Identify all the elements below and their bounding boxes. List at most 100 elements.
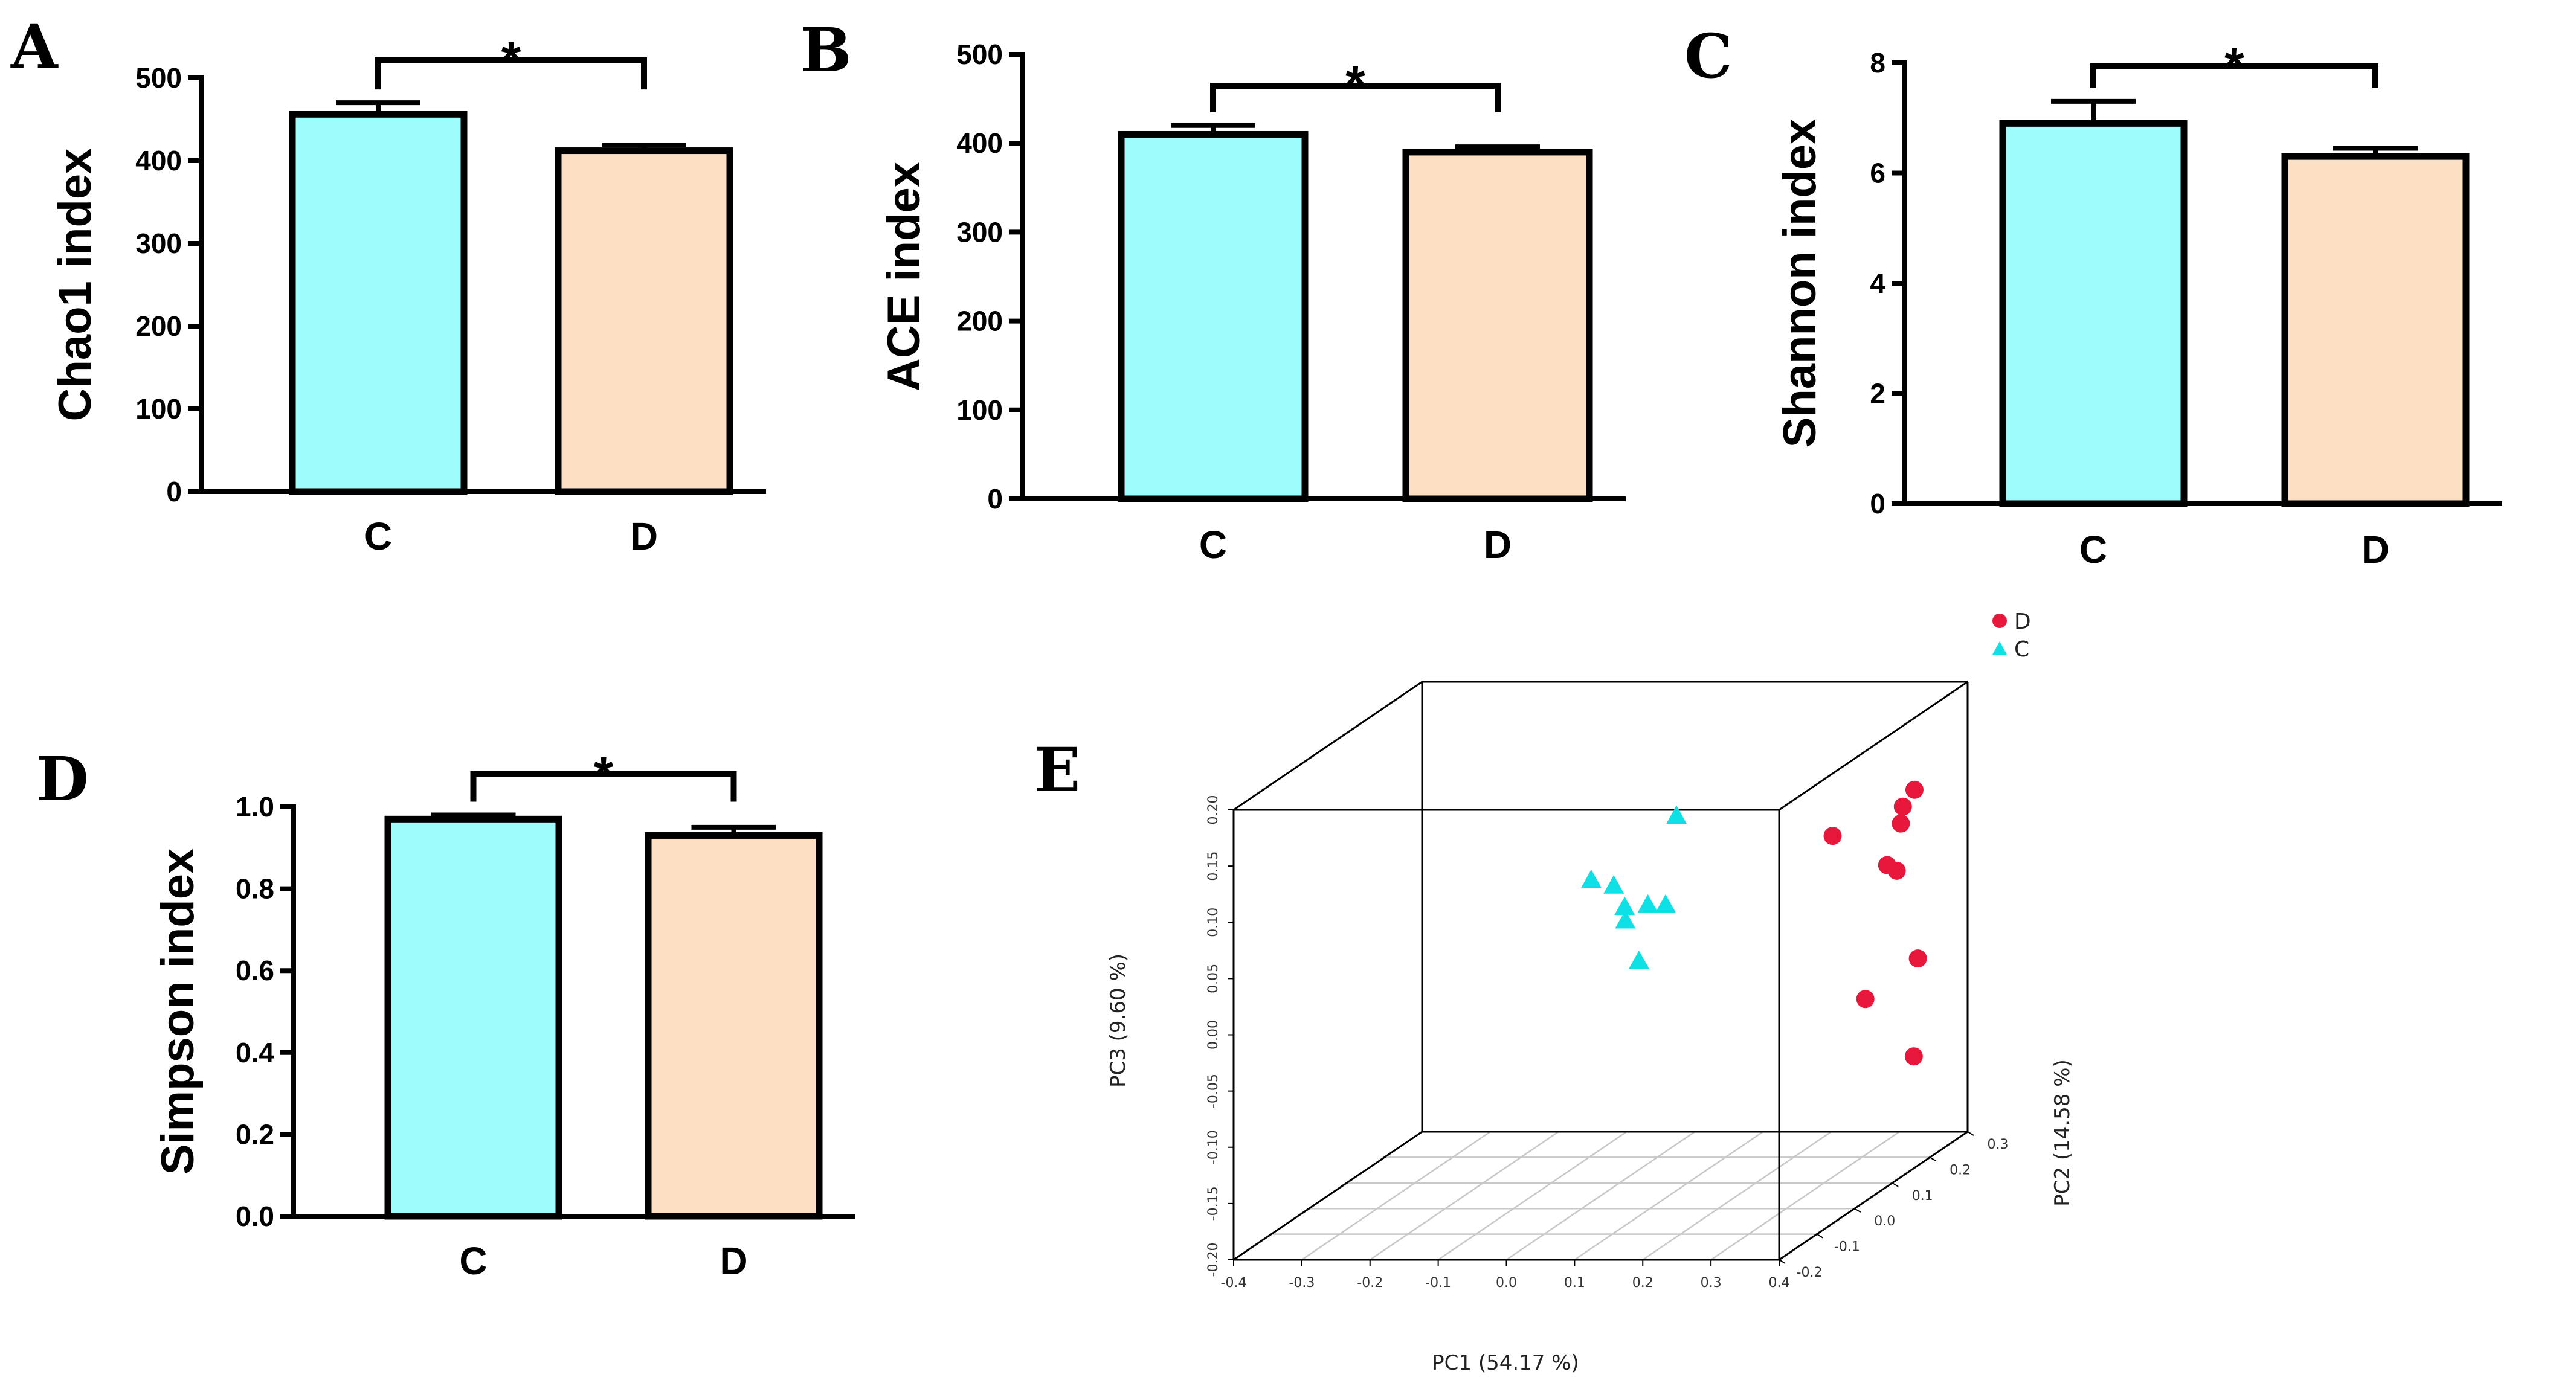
z-tick-label: -0.10	[1206, 1130, 1221, 1164]
significance-star: *	[2224, 37, 2244, 94]
y-tick-label: 0.2	[1950, 1163, 1971, 1178]
bar-c	[1999, 120, 2188, 507]
y-tick	[1930, 1156, 1937, 1162]
y-tick-label: 0.3	[1988, 1137, 2009, 1152]
y-tick	[1779, 1259, 1786, 1264]
y-axis-title: PC2 (14.58 %)	[2050, 1059, 2075, 1207]
z-tick-label: 0.05	[1206, 964, 1221, 993]
y-tick-label: 0.2	[236, 1118, 274, 1150]
x-tick-label: 0.3	[1701, 1275, 1722, 1291]
y-tick-label: 200	[956, 306, 1003, 337]
y-tick-label: 200	[135, 310, 182, 342]
bounding-box-edge	[1233, 681, 1423, 811]
z-tick-label: -0.15	[1206, 1186, 1221, 1221]
panel-letter-b: B	[800, 14, 852, 86]
significance-bracket	[375, 57, 647, 90]
z-axis-title: PC3 (9.60 %)	[1106, 954, 1130, 1088]
y-tick-label: 400	[135, 145, 182, 176]
x-category-label: C	[459, 1239, 487, 1283]
point-c	[1628, 950, 1649, 969]
point-d	[1887, 861, 1906, 880]
y-tick-label: 0.8	[236, 873, 274, 905]
point-d	[1823, 827, 1842, 845]
y-tick	[1816, 1233, 1823, 1239]
bounding-box-edge	[1233, 1131, 1423, 1261]
floor-grid-line	[1642, 1131, 1832, 1261]
x-tick-label: -0.4	[1221, 1275, 1247, 1291]
point-d	[1905, 780, 1924, 799]
x-axis-title: PC1 (54.17 %)	[1432, 1351, 1579, 1375]
x-category-label: C	[364, 515, 392, 558]
y-axis-title: Shannon index	[1774, 119, 1826, 448]
panel-letter-e: E	[1034, 734, 1080, 806]
significance-bracket	[2090, 63, 2378, 88]
significance-star: *	[501, 31, 521, 88]
point-d	[1908, 949, 1927, 968]
y-tick-label: 0	[166, 476, 182, 507]
y-tick-label: 0	[1870, 488, 1885, 519]
y-tick	[1967, 1131, 1974, 1136]
x-category-label: C	[1199, 523, 1227, 566]
z-tick-label: -0.20	[1206, 1243, 1221, 1277]
y-tick-label: 100	[956, 394, 1003, 426]
panel-letter-d: D	[36, 743, 89, 815]
ace-bar-chart: 0 100 200 300 400 500 ACE index C D *	[878, 39, 1626, 566]
bar-d	[645, 832, 823, 1220]
bar-c	[1118, 130, 1309, 502]
y-tick-label: 500	[135, 62, 182, 94]
floor-grid-line	[1710, 1131, 1900, 1261]
y-tick-label: 4	[1870, 268, 1885, 299]
y-axis-title: Simpson index	[152, 848, 204, 1175]
point-c	[1655, 894, 1676, 913]
z-tick-label: -0.05	[1206, 1074, 1221, 1108]
bar-d	[1402, 149, 1593, 502]
shannon-bar-chart: 0 2 4 6 8 Shannon index C D *	[1774, 37, 2502, 571]
x-tick-label: 0.2	[1632, 1275, 1653, 1291]
y-tick-label: -0.1	[1834, 1240, 1860, 1255]
z-tick-label: 0.15	[1206, 852, 1221, 881]
x-category-label: D	[1484, 523, 1512, 566]
panel-letter-c: C	[1684, 21, 1733, 92]
y-tick-label: 0.6	[236, 955, 274, 986]
x-category-label: D	[630, 515, 658, 558]
panel-letter-a: A	[10, 11, 59, 82]
y-tick-label: 1.0	[236, 791, 274, 823]
point-c	[1603, 875, 1624, 894]
y-tick-label: 6	[1870, 158, 1885, 189]
x-tick-label: 0.4	[1769, 1275, 1790, 1291]
x-category-label: C	[2079, 528, 2107, 571]
z-tick-label: 0.10	[1206, 908, 1221, 937]
significance-star: *	[1345, 56, 1365, 112]
z-tick-label: 0.20	[1206, 795, 1221, 825]
y-tick-label: 300	[956, 216, 1003, 248]
x-category-label: D	[720, 1239, 747, 1283]
point-d	[1856, 990, 1875, 1009]
y-tick-label: 0.0	[236, 1201, 274, 1232]
point-d	[1904, 1047, 1923, 1066]
y-tick-label: 0.1	[1912, 1189, 1933, 1204]
bar-d	[555, 147, 733, 495]
y-tick-label: 8	[1870, 47, 1885, 79]
significance-star: *	[594, 746, 614, 803]
y-tick-label: -0.2	[1797, 1265, 1823, 1280]
bar-c	[289, 111, 468, 495]
pcoa-3d-scatter-chart: -0.4 -0.3 -0.2 -0.1 0.0 0.1 0.2 0.3 0.4 -0.20 -0.1…	[1106, 609, 2075, 1375]
y-tick-label: 100	[135, 393, 182, 425]
y-tick	[1854, 1208, 1861, 1213]
x-tick-label: 0.0	[1496, 1275, 1517, 1291]
point-c	[1666, 805, 1687, 824]
x-tick-label: -0.3	[1289, 1275, 1315, 1291]
legend-marker-d	[1992, 614, 2007, 628]
x-category-label: D	[2362, 528, 2389, 571]
point-d	[1892, 814, 1910, 833]
legend-label: D	[2014, 609, 2031, 634]
y-tick-label: 0	[987, 483, 1003, 515]
bounding-box-edge	[1779, 1131, 1968, 1261]
x-tick-label: -0.1	[1425, 1275, 1451, 1291]
point-d	[1893, 797, 1912, 816]
y-tick-label: 500	[956, 39, 1003, 70]
legend-label: C	[2014, 637, 2029, 662]
point-c	[1615, 909, 1636, 929]
chao1-bar-chart: 0 100 200 300 400 500 Chao1 index C D *	[50, 31, 766, 558]
